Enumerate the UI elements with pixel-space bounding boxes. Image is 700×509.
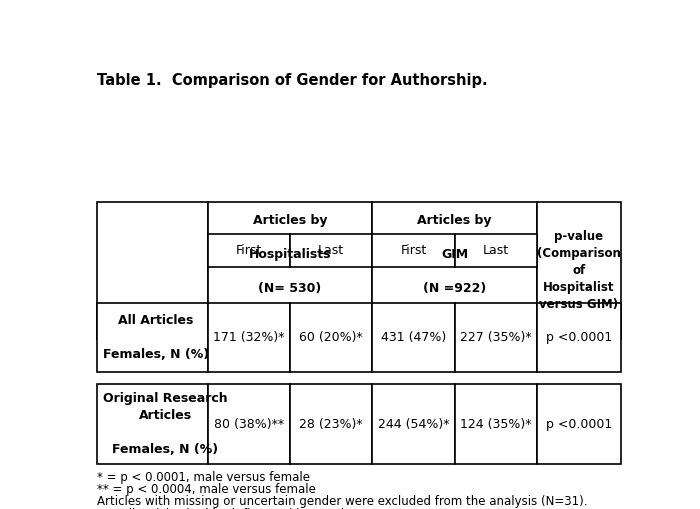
Text: First: First [236,244,262,257]
Bar [97,303,208,372]
Text: Last: Last [482,244,509,257]
Bar [537,384,621,464]
Text: 227 (35%)*: 227 (35%)* [460,331,531,344]
Text: Table 1.  Comparison of Gender for Authorship.: Table 1. Comparison of Gender for Author… [97,73,487,89]
Bar [290,234,372,267]
Bar [290,384,372,464]
Text: 124 (35%)*: 124 (35%)* [460,417,531,431]
Text: Articles with missing or uncertain gender were excluded from the analysis (N=31): Articles with missing or uncertain gende… [97,495,587,508]
Bar [97,202,208,340]
Text: 28 (23%)*: 28 (23%)* [299,417,363,431]
Bar [372,234,454,267]
Text: * = p < 0.0001, male versus female: * = p < 0.0001, male versus female [97,471,310,484]
Bar [208,303,290,372]
Bar [290,303,372,372]
Bar [372,202,537,307]
Bar [208,202,372,307]
Text: Articles by

GIM

(N =922): Articles by GIM (N =922) [417,214,492,295]
Bar [537,202,621,340]
Bar [372,303,454,372]
Text: p-value
(Comparison
of
Hospitalist
versus GIM): p-value (Comparison of Hospitalist versu… [537,230,621,311]
Text: Not all articles had both first and last authors.: Not all articles had both first and last… [97,507,370,509]
Text: 244 (54%)*: 244 (54%)* [377,417,449,431]
Text: 60 (20%)*: 60 (20%)* [299,331,363,344]
Text: 431 (47%): 431 (47%) [381,331,446,344]
Text: All Articles

Females, N (%): All Articles Females, N (%) [103,314,209,361]
Bar [372,384,454,464]
Text: First: First [400,244,426,257]
Bar [454,234,537,267]
Text: Articles by

Hospitalists

(N= 530): Articles by Hospitalists (N= 530) [248,214,331,295]
Bar [454,303,537,372]
Bar [97,384,208,464]
Bar [208,384,290,464]
Text: p <0.0001: p <0.0001 [546,331,612,344]
Text: 80 (38%)**: 80 (38%)** [214,417,284,431]
Text: 171 (32%)*: 171 (32%)* [213,331,284,344]
Bar [537,303,621,372]
Text: p <0.0001: p <0.0001 [546,417,612,431]
Text: ** = p < 0.0004, male versus female: ** = p < 0.0004, male versus female [97,483,316,496]
Text: Original Research
Articles

Females, N (%): Original Research Articles Females, N (%… [103,392,228,456]
Text: Last: Last [318,244,344,257]
Bar [208,234,290,267]
Bar [454,384,537,464]
